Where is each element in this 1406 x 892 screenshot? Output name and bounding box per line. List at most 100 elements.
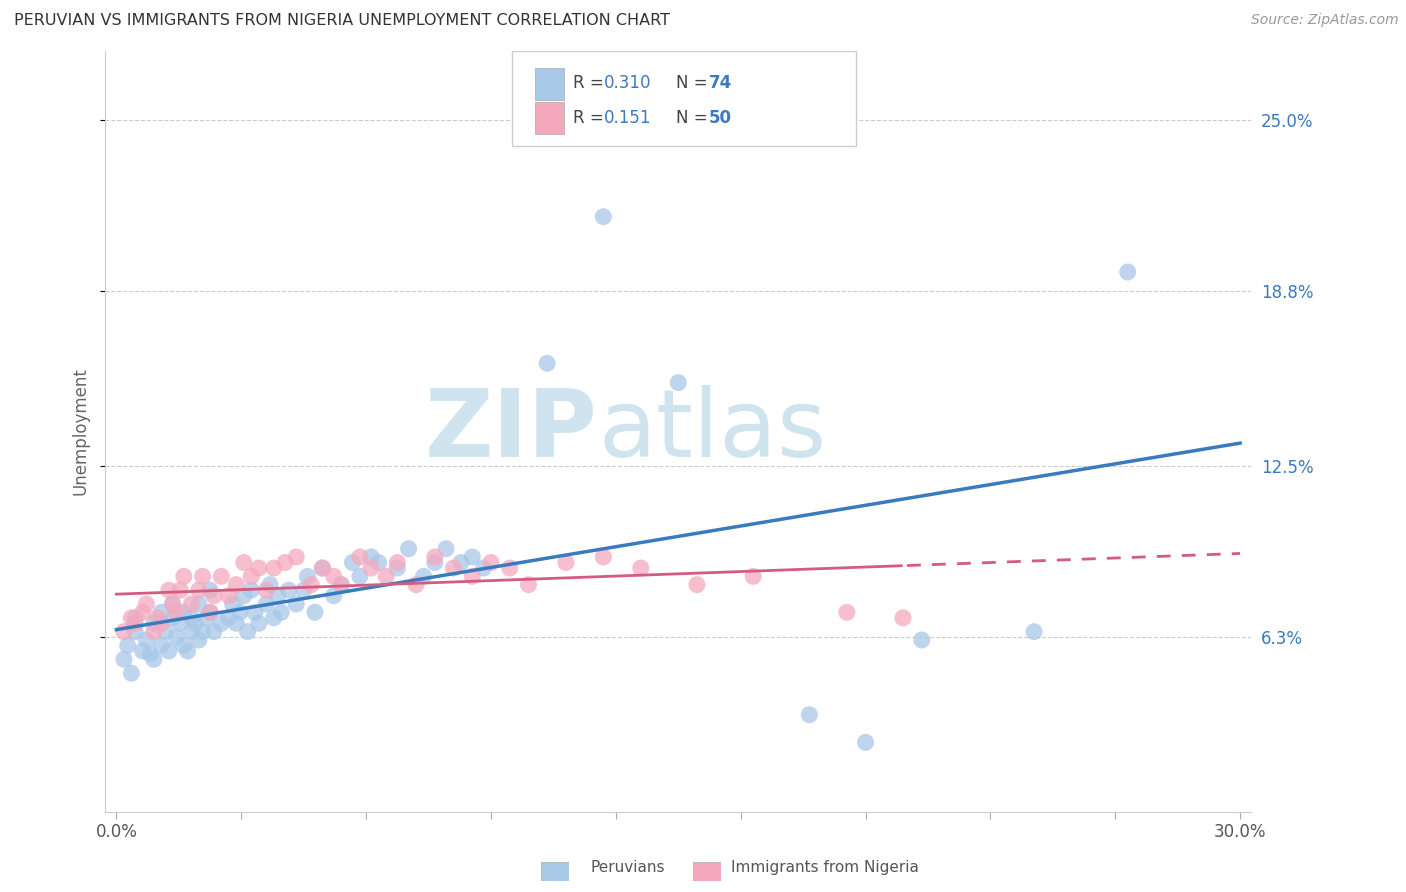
FancyBboxPatch shape	[536, 68, 564, 100]
Point	[142, 624, 165, 639]
Point	[240, 583, 263, 598]
Point	[209, 616, 232, 631]
Point	[247, 561, 270, 575]
Point	[169, 616, 191, 631]
Point	[266, 589, 288, 603]
Point	[835, 605, 858, 619]
Point	[236, 624, 259, 639]
Point	[225, 616, 247, 631]
FancyBboxPatch shape	[512, 51, 856, 145]
Point	[157, 583, 180, 598]
Point	[270, 605, 292, 619]
Point	[198, 583, 221, 598]
Point	[135, 632, 157, 647]
Text: R =: R =	[572, 74, 609, 93]
Point	[150, 639, 173, 653]
Point	[229, 605, 252, 619]
Point	[322, 589, 344, 603]
Point	[554, 556, 576, 570]
Text: R =: R =	[572, 109, 614, 127]
Point	[686, 577, 709, 591]
Point	[322, 569, 344, 583]
Point	[146, 611, 169, 625]
Point	[536, 356, 558, 370]
Point	[443, 561, 465, 575]
Point	[412, 569, 434, 583]
Point	[218, 589, 240, 603]
Point	[285, 597, 308, 611]
Point	[274, 556, 297, 570]
Point	[911, 632, 934, 647]
Point	[285, 549, 308, 564]
Point	[150, 616, 173, 631]
Text: ZIP: ZIP	[425, 385, 598, 477]
Point	[311, 561, 333, 575]
Point	[375, 569, 398, 583]
Point	[180, 597, 202, 611]
Point	[1116, 265, 1139, 279]
Point	[263, 561, 285, 575]
Text: Immigrants from Nigeria: Immigrants from Nigeria	[731, 861, 920, 875]
Point	[202, 589, 225, 603]
Point	[142, 616, 165, 631]
Point	[1022, 624, 1045, 639]
Point	[209, 569, 232, 583]
Point	[367, 556, 389, 570]
Point	[165, 605, 187, 619]
Text: 0.310: 0.310	[603, 74, 651, 93]
Point	[157, 644, 180, 658]
Point	[169, 583, 191, 598]
Point	[479, 556, 502, 570]
Point	[124, 611, 146, 625]
Point	[225, 577, 247, 591]
Point	[232, 589, 254, 603]
Text: 50: 50	[709, 109, 733, 127]
Point	[299, 577, 322, 591]
Point	[405, 577, 427, 591]
Point	[297, 569, 319, 583]
Text: Source: ZipAtlas.com: Source: ZipAtlas.com	[1251, 13, 1399, 28]
Point	[349, 549, 371, 564]
Point	[120, 666, 142, 681]
Point	[150, 605, 173, 619]
Point	[799, 707, 821, 722]
Point	[162, 597, 184, 611]
Point	[112, 652, 135, 666]
Point	[434, 541, 457, 556]
Point	[855, 735, 877, 749]
Point	[630, 561, 652, 575]
Point	[592, 210, 614, 224]
Point	[342, 556, 364, 570]
Text: Peruvians: Peruvians	[591, 861, 665, 875]
Point	[176, 644, 198, 658]
Point	[330, 577, 353, 591]
Point	[472, 561, 495, 575]
Text: N =: N =	[676, 74, 713, 93]
Point	[117, 639, 139, 653]
Point	[131, 644, 153, 658]
Point	[202, 624, 225, 639]
Point	[263, 611, 285, 625]
Point	[162, 611, 184, 625]
Point	[195, 611, 218, 625]
Point	[387, 556, 409, 570]
Point	[349, 569, 371, 583]
Point	[173, 569, 195, 583]
Point	[162, 597, 184, 611]
Text: 0.151: 0.151	[603, 109, 651, 127]
Point	[254, 597, 277, 611]
Point	[461, 549, 484, 564]
Point	[304, 605, 326, 619]
Point	[165, 630, 187, 644]
Point	[360, 549, 382, 564]
Point	[232, 556, 254, 570]
Point	[139, 647, 162, 661]
Point	[135, 597, 157, 611]
Point	[142, 652, 165, 666]
Point	[461, 569, 484, 583]
Text: PERUVIAN VS IMMIGRANTS FROM NIGERIA UNEMPLOYMENT CORRELATION CHART: PERUVIAN VS IMMIGRANTS FROM NIGERIA UNEM…	[14, 13, 671, 29]
Point	[120, 611, 142, 625]
Point	[187, 597, 209, 611]
Point	[240, 569, 263, 583]
Point	[221, 597, 243, 611]
